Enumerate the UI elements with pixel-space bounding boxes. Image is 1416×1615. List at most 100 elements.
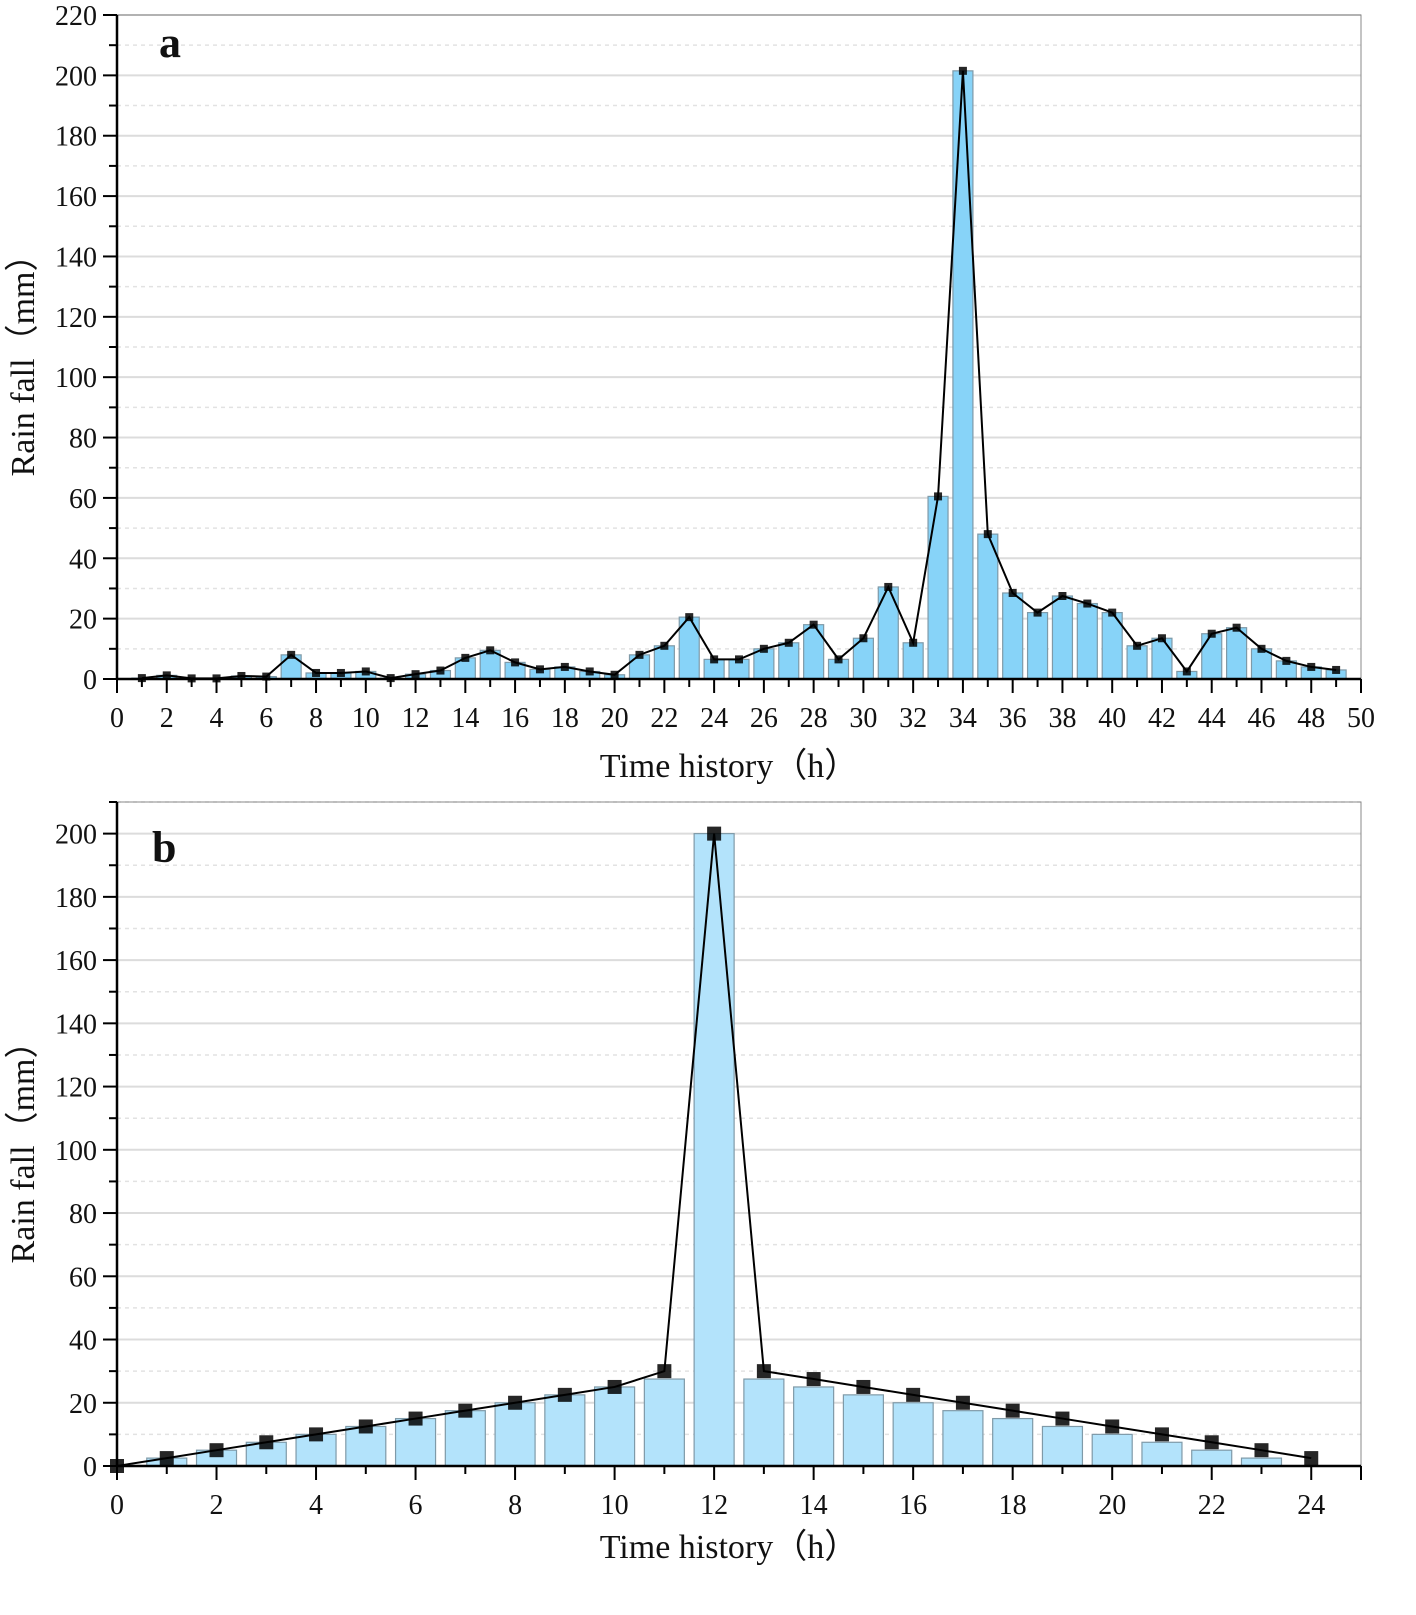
marker <box>806 1372 821 1387</box>
marker <box>162 671 171 680</box>
svg-text:36: 36 <box>999 703 1027 734</box>
bar <box>977 533 999 680</box>
bar <box>942 1410 984 1467</box>
marker <box>784 638 793 647</box>
svg-text:8: 8 <box>508 1490 522 1521</box>
x-tick-labels: 0 2 4 6 8 10 12 14 16 18 20 22 24 <box>110 1490 1325 1521</box>
line-series <box>141 70 1337 680</box>
marker <box>237 671 246 680</box>
y-axis-label: Rain fall（mm） <box>4 238 42 477</box>
bar <box>778 642 800 680</box>
bar <box>1191 1449 1233 1467</box>
bar <box>394 1417 437 1467</box>
marker <box>934 492 943 501</box>
bar <box>793 1386 835 1467</box>
y-tick-labels: 0 20 40 60 80 100 120 140 160 180 200 220 <box>55 1 97 696</box>
marker <box>262 672 271 681</box>
svg-text:22: 22 <box>650 703 678 734</box>
y-axis-label: Rain fall（mm） <box>4 1025 42 1264</box>
marker <box>909 638 918 647</box>
y-tick-labels: 0 20 40 60 80 100 120 140 160 180 200 <box>55 820 97 1483</box>
bar <box>1026 611 1049 680</box>
svg-text:80: 80 <box>69 424 97 455</box>
plot-frame <box>116 801 1362 1467</box>
marker <box>1304 1451 1319 1466</box>
marker <box>312 668 321 677</box>
svg-text:32: 32 <box>899 703 927 734</box>
marker <box>1055 1411 1070 1426</box>
svg-text:0: 0 <box>83 665 97 696</box>
bar <box>902 642 924 680</box>
marker <box>756 1364 771 1379</box>
chart-panel-b: 0 20 40 60 80 100 120 140 160 180 200 0 2 4 6 8 10 12 14 16… <box>0 790 1416 1610</box>
svg-text:6: 6 <box>259 703 273 734</box>
svg-text:18: 18 <box>999 1490 1027 1521</box>
marker <box>660 641 669 650</box>
marker <box>983 530 992 539</box>
bar <box>1141 1441 1183 1467</box>
bar <box>1076 602 1098 680</box>
svg-text:60: 60 <box>69 484 97 515</box>
svg-text:120: 120 <box>55 303 97 334</box>
gridlines <box>117 14 1361 650</box>
marker <box>759 644 768 653</box>
svg-text:16: 16 <box>899 1490 927 1521</box>
bar <box>544 1394 586 1467</box>
svg-text:40: 40 <box>1098 703 1126 734</box>
svg-text:26: 26 <box>750 703 778 734</box>
svg-text:46: 46 <box>1247 703 1275 734</box>
svg-text:80: 80 <box>69 1199 97 1230</box>
svg-text:8: 8 <box>309 703 323 734</box>
marker <box>585 667 594 676</box>
marker <box>560 662 569 671</box>
marker <box>859 634 868 643</box>
bar-series <box>131 70 1347 680</box>
svg-text:34: 34 <box>949 703 977 734</box>
marker <box>710 655 719 664</box>
svg-text:4: 4 <box>210 703 224 734</box>
marker <box>1105 1419 1120 1434</box>
bar <box>444 1410 486 1467</box>
bar <box>1151 637 1173 680</box>
svg-text:14: 14 <box>451 703 479 734</box>
svg-text:4: 4 <box>309 1490 323 1521</box>
svg-text:2: 2 <box>210 1490 224 1521</box>
marker <box>511 658 520 667</box>
bar <box>952 70 974 680</box>
bar <box>1225 627 1248 680</box>
line-markers <box>137 66 1341 683</box>
bar <box>1051 595 1074 680</box>
marker <box>1282 656 1291 665</box>
bar <box>753 648 775 680</box>
marker <box>707 826 722 841</box>
marker <box>607 1379 622 1394</box>
svg-text:12: 12 <box>700 1490 728 1521</box>
svg-text:100: 100 <box>55 1136 97 1167</box>
marker <box>1154 1427 1169 1442</box>
marker <box>209 1443 224 1458</box>
x-axis-label: Time history（h） <box>600 1528 859 1566</box>
marker <box>1254 1443 1269 1458</box>
svg-text:24: 24 <box>700 703 728 734</box>
bar <box>593 1386 636 1467</box>
svg-text:180: 180 <box>55 122 97 153</box>
svg-text:38: 38 <box>1048 703 1076 734</box>
marker <box>1008 588 1017 597</box>
chart-panel-a: 0 20 40 60 80 100 120 140 160 180 200 220 0 2 4 6 8 10 12 1… <box>0 0 1416 790</box>
marker <box>856 1379 871 1394</box>
marker <box>610 670 619 679</box>
gridlines <box>117 801 1361 1436</box>
svg-text:220: 220 <box>55 1 97 32</box>
marker <box>834 655 843 664</box>
svg-text:200: 200 <box>55 820 97 851</box>
svg-text:0: 0 <box>83 1452 97 1483</box>
marker <box>1033 608 1042 617</box>
marker <box>535 665 544 674</box>
marker <box>557 1387 572 1402</box>
marker <box>685 613 694 622</box>
svg-text:20: 20 <box>69 1389 97 1420</box>
svg-text:28: 28 <box>800 703 828 734</box>
svg-text:160: 160 <box>55 946 97 977</box>
